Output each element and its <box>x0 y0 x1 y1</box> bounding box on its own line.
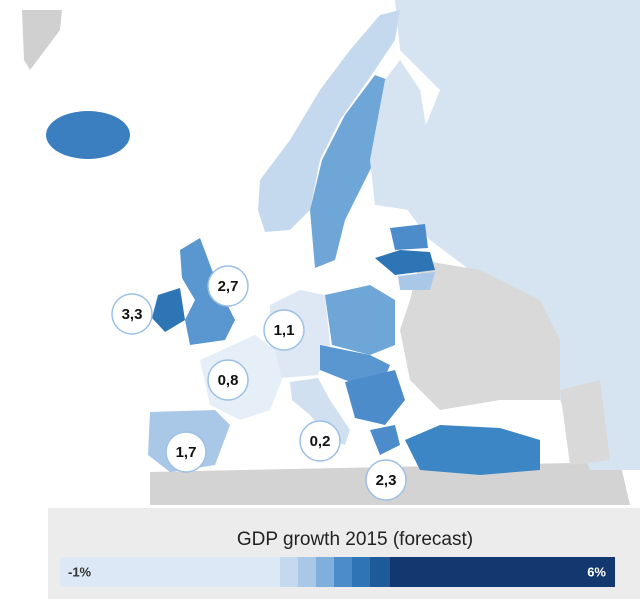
legend-step <box>370 557 390 587</box>
legend-step <box>280 557 298 587</box>
value-label: 1,7 <box>176 444 197 461</box>
legend: GDP growth 2015 (forecast) -1% 6% <box>48 508 640 599</box>
ukraine-belarus <box>400 260 560 410</box>
basemap <box>22 0 640 505</box>
label-bubble <box>165 431 207 473</box>
uk <box>180 238 235 345</box>
value-label: 2,3 <box>376 472 397 489</box>
value-label: 3,3 <box>122 306 143 323</box>
value-label: 0,2 <box>310 433 331 450</box>
finland <box>370 60 440 210</box>
legend-step <box>352 557 370 587</box>
value-label: 1,1 <box>274 322 295 339</box>
legend-title: GDP growth 2015 (forecast) <box>237 529 473 550</box>
lithuania <box>398 272 435 290</box>
label-bubble <box>207 265 249 307</box>
poland <box>325 285 395 355</box>
legend-step <box>298 557 316 587</box>
label-bubble <box>299 420 341 462</box>
turkey <box>405 425 540 475</box>
sweden <box>310 75 388 268</box>
balkans <box>345 370 405 425</box>
legend-step <box>334 557 352 587</box>
legend-min: -1% <box>68 564 92 579</box>
legend-step <box>316 557 334 587</box>
caucasus <box>560 380 610 465</box>
greenland <box>22 10 62 70</box>
norway <box>258 10 400 232</box>
russia <box>395 0 640 470</box>
legend-step <box>390 557 615 587</box>
value-label: 2,7 <box>218 278 239 295</box>
legend-max: 6% <box>587 564 606 579</box>
label-bubble <box>263 309 305 351</box>
latvia <box>375 250 435 275</box>
label-bubble <box>111 293 153 335</box>
legend-step <box>60 557 280 587</box>
label-bubble <box>207 359 249 401</box>
value-labels: 3,3 2,7 1,1 0,8 1,7 0,2 2,3 <box>111 265 407 501</box>
label-bubble <box>365 459 407 501</box>
estonia <box>390 224 428 250</box>
value-label: 0,8 <box>218 372 239 389</box>
greece <box>370 425 400 455</box>
iceland <box>46 111 130 159</box>
ireland <box>152 288 185 332</box>
